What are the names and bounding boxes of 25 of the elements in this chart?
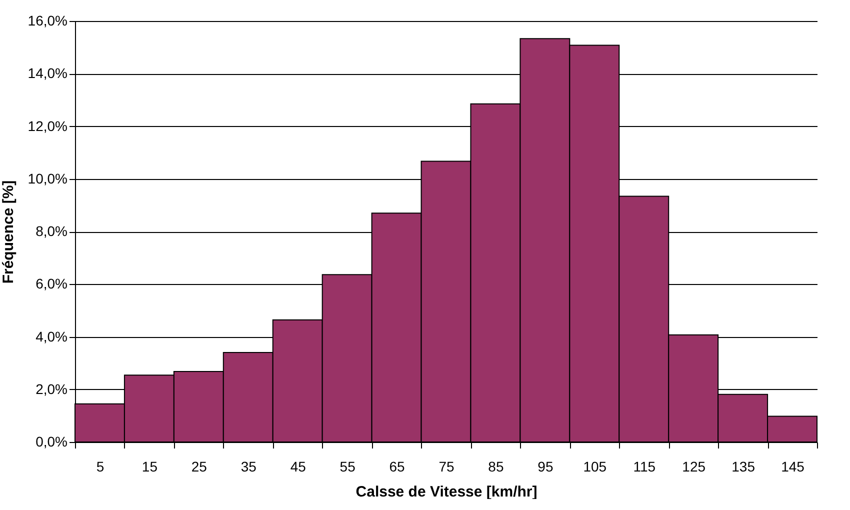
x-tick-label: 135 — [732, 458, 756, 474]
y-tick-label: 10,0% — [28, 170, 68, 186]
y-tick-label: 2,0% — [36, 380, 68, 397]
x-tick-label: 15 — [142, 458, 158, 474]
y-axis-title: Fréquence [%] — [0, 180, 17, 284]
x-tick-label: 125 — [682, 458, 706, 474]
y-tick-label: 0,0% — [36, 434, 68, 450]
y-tick-label: 16,0% — [28, 12, 68, 28]
x-tick-label: 65 — [389, 458, 406, 474]
y-tick-label: 14,0% — [28, 65, 68, 82]
x-tick-label: 35 — [240, 458, 257, 474]
y-tick-label: 8,0% — [36, 223, 68, 239]
x-tick-label: 115 — [633, 458, 656, 474]
x-tick-label: 105 — [583, 458, 607, 474]
x-tick-label: 75 — [438, 458, 454, 474]
y-tick-label: 12,0% — [28, 118, 68, 134]
x-tick-label: 45 — [290, 458, 306, 474]
y-tick-label: 6,0% — [36, 276, 68, 292]
x-tick-label: 145 — [781, 458, 805, 474]
y-tick-label: 4,0% — [36, 328, 68, 344]
x-tick-label: 95 — [538, 458, 554, 474]
x-tick-label: 55 — [340, 458, 356, 474]
x-tick-label: 5 — [96, 458, 104, 474]
x-tick-label: 85 — [488, 458, 504, 474]
x-tick-label: 25 — [191, 458, 208, 474]
